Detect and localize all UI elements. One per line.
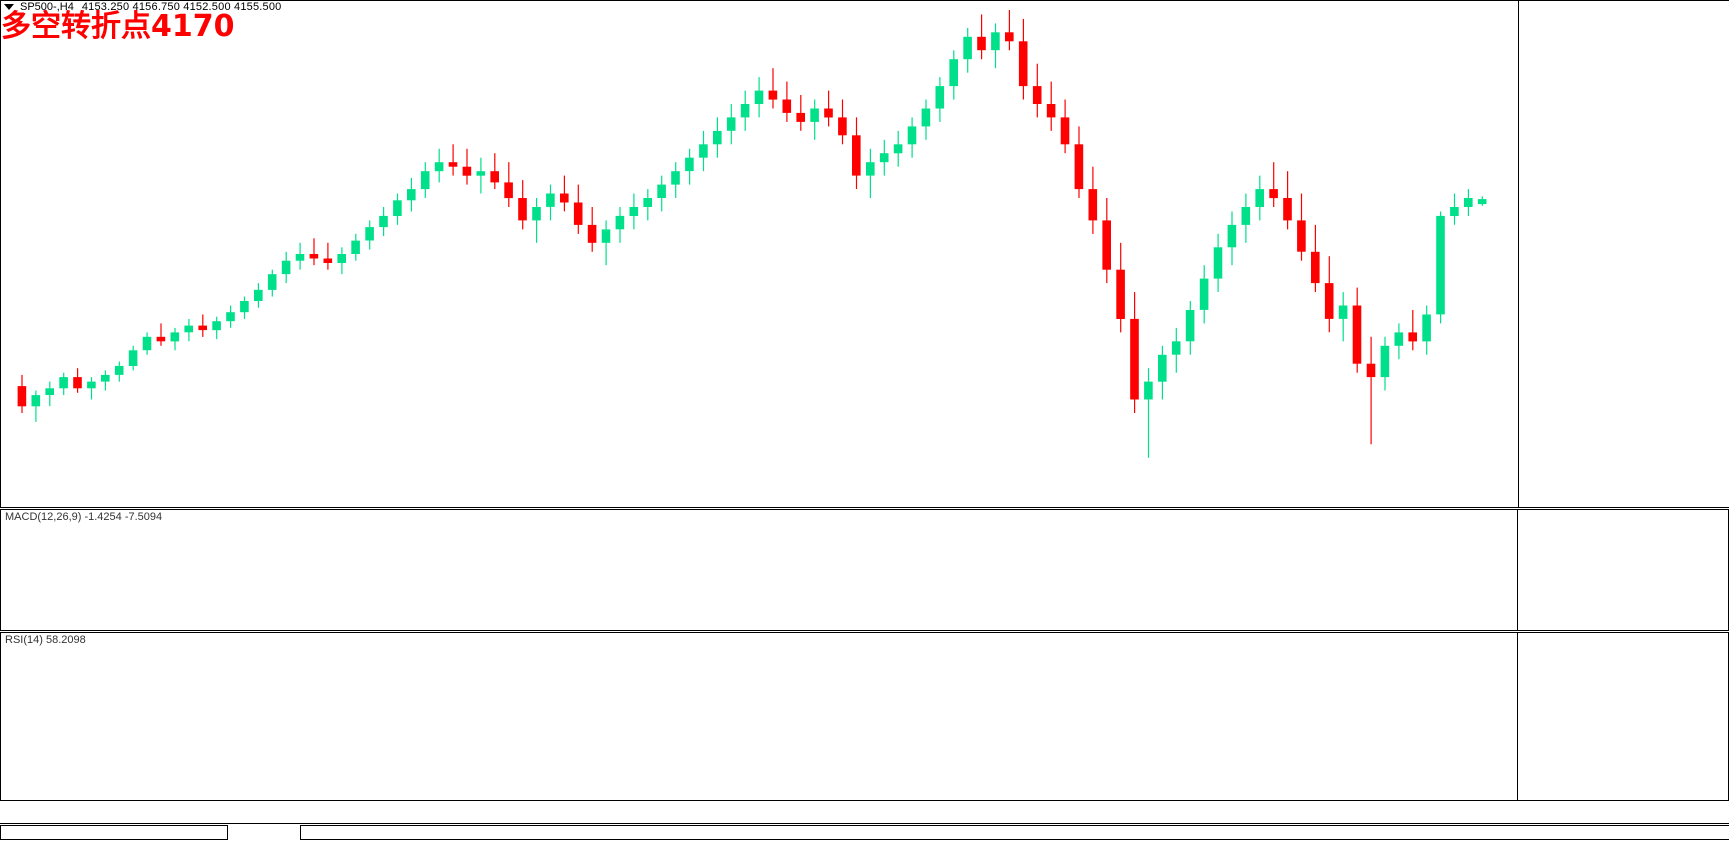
symbol-header: SP500-,H4 4153.250 4156.750 4152.500 415… xyxy=(0,0,282,14)
macd-panel[interactable]: MACD(12,26,9) -1.4254 -7.5094 xyxy=(0,509,1729,631)
taskbar-segment-right[interactable] xyxy=(300,825,1729,840)
macd-axis[interactable] xyxy=(1517,510,1728,630)
price-axis[interactable] xyxy=(1518,1,1729,507)
chart-annotation-text: 多空转折点4170 xyxy=(1,9,235,44)
chart-vector-layer xyxy=(17,10,1487,458)
collapse-triangle-icon[interactable] xyxy=(4,4,14,10)
taskbar-segment-left[interactable] xyxy=(0,825,228,840)
ohlc-values: 4153.250 4156.750 4152.500 4155.500 xyxy=(81,1,282,13)
price-chart-panel[interactable]: 多空转折点4170 xyxy=(0,0,1729,508)
macd-title: MACD(12,26,9) -1.4254 -7.5094 xyxy=(5,511,163,523)
price-plot-area[interactable] xyxy=(1,1,1729,507)
rsi-title: RSI(14) 58.2098 xyxy=(5,634,86,646)
taskbar xyxy=(0,823,1729,841)
symbol-label: SP500-,H4 xyxy=(20,1,74,13)
time-axis[interactable] xyxy=(0,802,1729,824)
rsi-plot-area[interactable] xyxy=(1,633,1728,800)
rsi-axis[interactable] xyxy=(1517,633,1728,800)
macd-plot-area[interactable] xyxy=(1,510,1728,630)
rsi-panel[interactable]: RSI(14) 58.2098 xyxy=(0,632,1729,801)
